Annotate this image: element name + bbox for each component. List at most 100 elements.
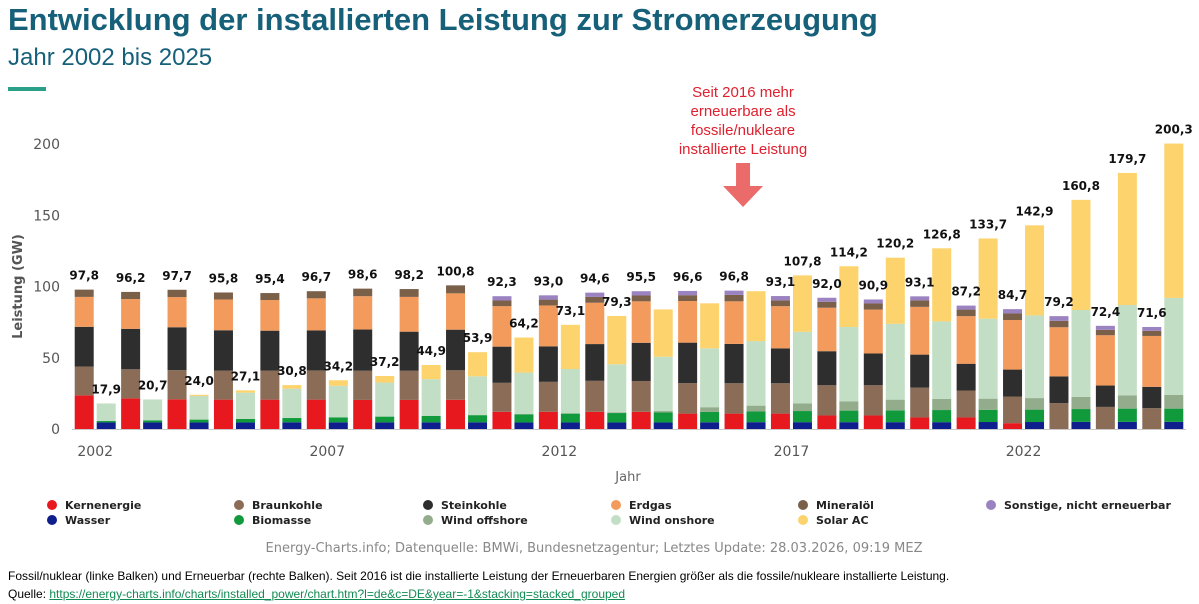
source-link[interactable]: https://energy-charts.info/charts/instal… — [49, 587, 626, 601]
fossil-bar-segment-steinkohle — [538, 346, 558, 382]
renewable-bar-segment-biomasse — [932, 410, 952, 423]
fossil-bar-segment-steinkohle — [585, 344, 605, 381]
fossil-bar-segment-erdgas — [631, 301, 651, 343]
x-tick-label: 2002 — [77, 444, 113, 460]
fossil-bar-segment-mineralöl — [956, 309, 976, 317]
fossil-bar-segment-sonstige-nicht-erneuerbar — [817, 297, 837, 302]
fossil-total-label: 98,2 — [394, 268, 424, 282]
renewable-bar-segment-wind-onshore — [282, 388, 302, 419]
fossil-bar-segment-kernenergie — [585, 411, 605, 429]
fossil-bar-segment-sonstige-nicht-erneuerbar — [492, 296, 512, 301]
fossil-bar-segment-steinkohle — [446, 329, 466, 371]
fossil-bar-segment-braunkohle — [538, 381, 558, 412]
renewable-total-label: 17,9 — [91, 382, 121, 396]
fossil-bar-segment-sonstige-nicht-erneuerbar — [1142, 326, 1162, 331]
renewable-bar-segment-biomasse — [189, 419, 209, 423]
renewable-bar-segment-biomasse — [560, 413, 580, 423]
page-title: Entwicklung der installierten Leistung z… — [8, 2, 878, 37]
renewable-total-label: 27,1 — [231, 369, 261, 383]
fossil-total-label: 95,5 — [626, 270, 656, 284]
renewable-bar-segment-wind-onshore — [1071, 310, 1091, 397]
legend-label: Biomasse — [252, 514, 311, 527]
fossil-bar-segment-erdgas — [724, 301, 744, 344]
fossil-bar-segment-mineralöl — [121, 291, 141, 300]
fossil-bar-segment-braunkohle — [910, 387, 930, 418]
legend-label: Wind offshore — [441, 514, 528, 527]
renewable-bar-segment-wind-onshore — [421, 379, 441, 416]
fossil-bar-segment-kernenergie — [399, 399, 419, 429]
fossil-bar-segment-kernenergie — [446, 399, 466, 429]
renewable-bar-segment-wasser — [792, 422, 812, 429]
renewable-bar-segment-solar-ac — [839, 266, 859, 327]
fossil-bar-segment-erdgas — [260, 300, 280, 331]
renewable-total-label: 44,9 — [416, 344, 446, 358]
fossil-bar-segment-braunkohle — [817, 385, 837, 416]
legend-marker — [611, 515, 621, 525]
fossil-bar-segment-sonstige-nicht-erneuerbar — [678, 290, 698, 296]
fossil-bar-segment-braunkohle — [167, 370, 187, 400]
x-tick-label: 2012 — [542, 444, 578, 460]
fossil-bar-segment-steinkohle — [817, 351, 837, 386]
fossil-bar-segment-steinkohle — [1095, 385, 1115, 407]
y-axis-label: Leistung (GW) — [11, 234, 26, 339]
fossil-bar-segment-kernenergie — [121, 398, 141, 429]
renewable-total-label: 73,1 — [556, 304, 586, 318]
renewable-total-label: 133,7 — [969, 217, 1007, 231]
renewable-bar-segment-biomasse — [839, 410, 859, 423]
renewable-bar-segment-solar-ac — [885, 257, 905, 324]
renewable-bar-segment-biomasse — [375, 416, 395, 423]
fossil-bar-segment-mineralöl — [260, 293, 280, 301]
fossil-bar-segment-erdgas — [910, 306, 930, 355]
fossil-bar-segment-kernenergie — [863, 415, 883, 429]
fossil-bar-segment-sonstige-nicht-erneuerbar — [1095, 325, 1115, 330]
y-tick-label: 150 — [33, 208, 60, 224]
fossil-bar-segment-braunkohle — [863, 385, 883, 416]
renewable-bar-segment-solar-ac — [1117, 172, 1137, 306]
fossil-bar-segment-braunkohle — [446, 370, 466, 400]
renewable-bar-segment-wasser — [514, 422, 534, 429]
renewable-total-label: 126,8 — [923, 227, 961, 241]
renewable-total-label: 120,2 — [876, 237, 914, 251]
renewable-bar-segment-wasser — [189, 422, 209, 429]
renewable-bar-segment-wind-offshore — [746, 405, 766, 412]
renewable-bar-segment-biomasse — [421, 415, 441, 423]
fossil-total-label: 96,2 — [116, 271, 146, 285]
fossil-bar-segment-kernenergie — [631, 411, 651, 429]
renewable-bar-segment-wind-offshore — [885, 399, 905, 411]
fossil-bar-segment-mineralöl — [678, 295, 698, 302]
renewable-bar-segment-biomasse — [235, 418, 255, 423]
fossil-bar-segment-erdgas — [167, 297, 187, 328]
renewable-bar-segment-biomasse — [885, 410, 905, 423]
fossil-bar-segment-mineralöl — [399, 289, 419, 297]
fossil-bar-segment-mineralöl — [353, 288, 373, 297]
legend-marker — [986, 500, 996, 510]
renewable-bar-segment-wasser — [1164, 421, 1184, 429]
fossil-total-label: 97,8 — [69, 269, 99, 283]
x-tick-label: 2022 — [1006, 444, 1042, 460]
fossil-bar-segment-braunkohle — [1003, 396, 1023, 424]
legend-label: Kernenergie — [65, 499, 141, 512]
renewable-bar-segment-wind-offshore — [607, 412, 627, 414]
renewable-bar-segment-biomasse — [143, 420, 163, 423]
y-tick-label: 200 — [33, 137, 60, 153]
legend-label: Sonstige, nicht erneuerbar — [1004, 499, 1171, 512]
fossil-total-label: 94,6 — [580, 272, 610, 286]
renewable-bar-segment-wasser — [375, 422, 395, 429]
fossil-total-label: 93,1 — [905, 275, 935, 289]
fossil-bar-segment-sonstige-nicht-erneuerbar — [631, 291, 651, 296]
fossil-bar-segment-erdgas — [956, 316, 976, 364]
fossil-bar-segment-braunkohle — [770, 383, 790, 414]
fossil-bar-segment-mineralöl — [585, 296, 605, 303]
fossil-bar-segment-braunkohle — [1095, 406, 1115, 429]
renewable-bar-segment-biomasse — [1071, 409, 1091, 422]
y-tick-label: 50 — [42, 351, 60, 367]
fossil-bar-segment-mineralöl — [770, 300, 790, 307]
legend-marker — [798, 515, 808, 525]
renewable-total-label: 64,2 — [509, 317, 539, 331]
renewable-total-label: 30,8 — [277, 364, 307, 378]
renewable-bar-segment-solar-ac — [328, 380, 348, 386]
legend-label: Braunkohle — [252, 499, 323, 512]
renewable-bar-segment-solar-ac — [468, 352, 488, 377]
renewable-bar-segment-solar-ac — [653, 309, 673, 357]
fossil-bar-segment-mineralöl — [167, 289, 187, 298]
